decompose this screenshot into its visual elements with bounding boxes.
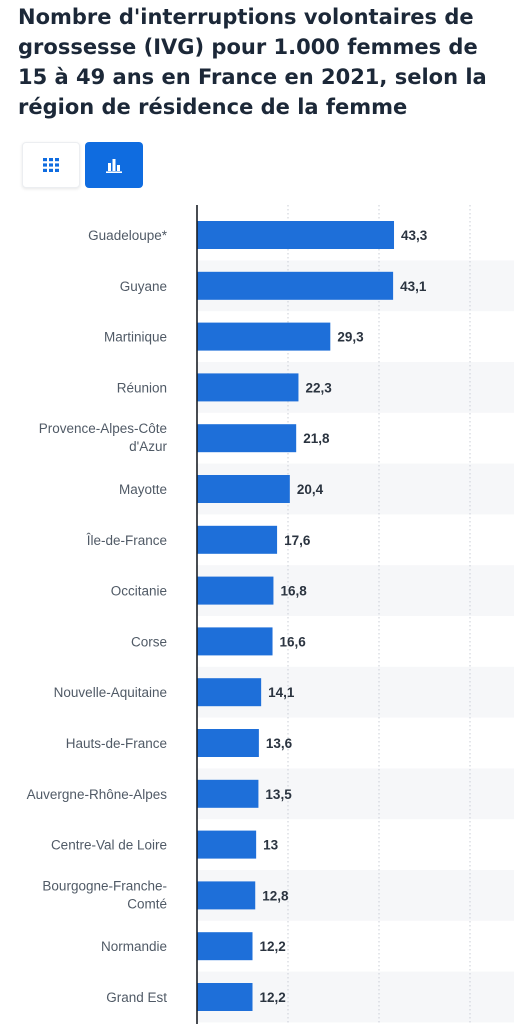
data-label: 12,2 [260, 939, 286, 954]
category-label: Bourgogne-Franche-Comté [42, 878, 167, 911]
data-label: 21,8 [303, 431, 330, 446]
bar[interactable] [197, 932, 253, 961]
data-label: 13 [263, 838, 279, 853]
data-label: 43,3 [401, 228, 428, 243]
data-label: 43,1 [400, 279, 427, 294]
bar[interactable] [197, 271, 394, 300]
chart-title: Nombre d'interruptions volontaires de gr… [18, 5, 487, 119]
data-label: 20,4 [297, 482, 324, 497]
chart-view-button[interactable] [85, 142, 143, 188]
bar[interactable] [197, 729, 259, 757]
category-label: Grand Est [106, 990, 167, 1005]
data-label: 12,8 [262, 888, 289, 903]
data-label: 13,6 [266, 736, 293, 751]
grid-icon [43, 158, 59, 172]
category-label: Provence-Alpes-Côte d'Azur [39, 421, 168, 454]
bar[interactable] [197, 525, 278, 554]
bar[interactable] [197, 373, 299, 402]
data-label: 16,8 [280, 584, 307, 599]
category-label: Centre-Val de Loire [51, 838, 167, 853]
category-label: Normandie [101, 939, 167, 954]
category-label: Corse [131, 634, 167, 649]
bar[interactable] [197, 424, 297, 453]
data-label: 16,6 [280, 634, 307, 649]
bar-chart: Guadeloupe* Guyane Martinique Réunion Proven… [27, 205, 514, 1024]
category-label: Nouvelle-Aquitaine [54, 685, 167, 700]
bar[interactable] [197, 983, 253, 1011]
data-label: 17,6 [284, 533, 311, 548]
category-label: Guadeloupe* [88, 228, 168, 243]
category-label: Île-de-France [86, 533, 167, 548]
category-label: Guyane [120, 279, 167, 294]
bar[interactable] [197, 678, 262, 707]
bar[interactable] [197, 627, 273, 656]
bar[interactable] [197, 475, 290, 503]
category-label: Réunion [117, 380, 167, 395]
category-label: Hauts-de-France [66, 736, 167, 751]
bar[interactable] [197, 322, 331, 351]
data-label: 29,3 [337, 330, 364, 345]
category-label: Mayotte [119, 482, 167, 497]
bar[interactable] [197, 830, 257, 859]
bar-chart-icon [106, 158, 122, 173]
category-label: Auvergne-Rhône-Alpes [27, 787, 168, 802]
bar[interactable] [197, 881, 256, 910]
data-label: 14,1 [268, 685, 295, 700]
data-label: 13,5 [265, 787, 292, 802]
category-label: Occitanie [111, 584, 167, 599]
data-label: 12,2 [260, 990, 286, 1005]
bar[interactable] [197, 779, 259, 808]
data-label: 22,3 [305, 380, 332, 395]
bar[interactable] [197, 221, 395, 249]
category-label: Martinique [104, 330, 167, 345]
bar[interactable] [197, 576, 274, 605]
table-view-button[interactable] [22, 142, 80, 188]
